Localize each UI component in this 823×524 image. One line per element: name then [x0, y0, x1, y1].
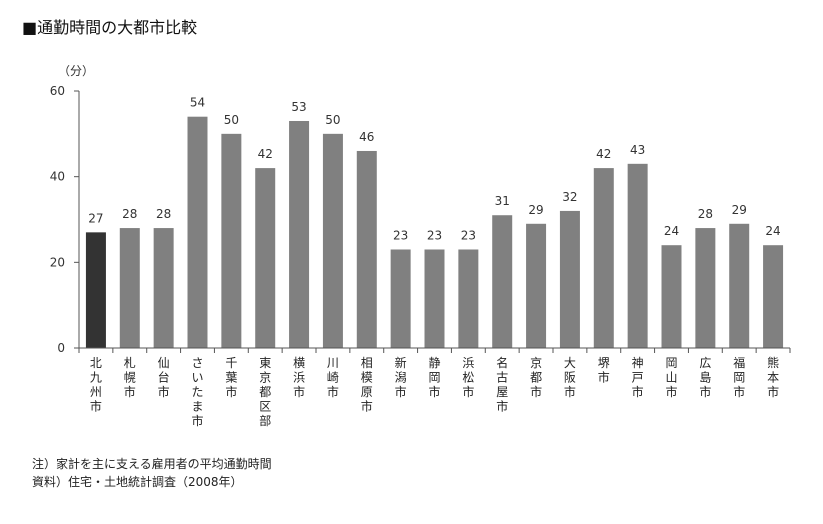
x-tick-label: 北九州市 [90, 356, 102, 414]
data-label: 28 [156, 207, 171, 221]
data-label: 54 [190, 96, 205, 110]
bar [526, 223, 547, 348]
bar [763, 245, 784, 348]
bar [627, 163, 648, 348]
x-tick-label: 岡山市 [665, 356, 677, 399]
data-label: 53 [291, 100, 306, 114]
data-label: 50 [325, 113, 340, 127]
bar [661, 245, 682, 348]
data-label: 43 [630, 143, 645, 157]
chart-title: ■通勤時間の大都市比較 [22, 18, 198, 37]
x-tick-label: 相模原市 [361, 356, 373, 414]
x-tick-label: さいたま市 [191, 356, 203, 428]
data-label: 29 [528, 203, 543, 217]
footnote: 注）家計を主に支える雇用者の平均通勤時間 [32, 457, 272, 471]
bar [559, 210, 580, 348]
y-tick-label: 40 [50, 170, 65, 184]
bar [289, 120, 310, 348]
data-label: 32 [562, 190, 577, 204]
data-label: 27 [88, 211, 103, 225]
data-label: 42 [596, 147, 611, 161]
bar [729, 223, 750, 348]
x-tick-label: 大阪市 [564, 356, 576, 399]
x-tick-label: 千葉市 [225, 356, 237, 399]
bar [458, 249, 479, 348]
data-label: 24 [765, 224, 780, 238]
data-label: 42 [258, 147, 273, 161]
data-label: 23 [427, 228, 442, 242]
bar [356, 150, 377, 348]
bar [187, 116, 208, 348]
data-label: 28 [698, 207, 713, 221]
data-label: 24 [664, 224, 679, 238]
data-label: 50 [224, 113, 239, 127]
x-tick-label: 名古屋市 [496, 355, 508, 414]
x-tick-label: 静岡市 [428, 356, 440, 399]
data-label: 29 [732, 203, 747, 217]
source-note: 資料）住宅・土地統計調査（2008年） [32, 475, 243, 489]
bar [255, 168, 276, 348]
x-tick-label: 福岡市 [733, 355, 745, 399]
x-tick-label: 札幌市 [124, 356, 136, 399]
x-tick-label: 浜松市 [462, 356, 474, 399]
y-tick-label: 60 [50, 84, 65, 98]
x-tick-label: 東京都区部 [259, 356, 271, 428]
bar [221, 133, 242, 348]
x-tick-label: 横浜市 [293, 356, 305, 399]
bar [695, 228, 716, 348]
x-tick-label: 熊本市 [767, 355, 779, 399]
bar [119, 228, 140, 348]
data-label: 23 [461, 228, 476, 242]
x-tick-label: 堺市 [598, 356, 610, 385]
x-tick-label: 新潟市 [395, 355, 407, 399]
bar [322, 133, 343, 348]
bar [593, 168, 614, 348]
x-tick-label: 仙台市 [158, 356, 170, 399]
x-tick-label: 川崎市 [327, 356, 339, 399]
data-label: 46 [359, 130, 374, 144]
x-tick-label: 神戸市 [632, 356, 644, 399]
bar [85, 232, 106, 348]
bar [492, 215, 513, 348]
bar [390, 249, 411, 348]
bar [153, 228, 174, 348]
data-label: 28 [122, 207, 137, 221]
data-label: 23 [393, 228, 408, 242]
y-tick-label: 0 [57, 341, 65, 355]
x-tick-label: 広島市 [699, 356, 711, 399]
data-label: 31 [495, 194, 510, 208]
y-tick-label: 20 [50, 255, 65, 269]
bar [424, 249, 445, 348]
x-tick-label: 京都市 [530, 356, 542, 399]
y-axis-label: （分） [58, 64, 94, 78]
